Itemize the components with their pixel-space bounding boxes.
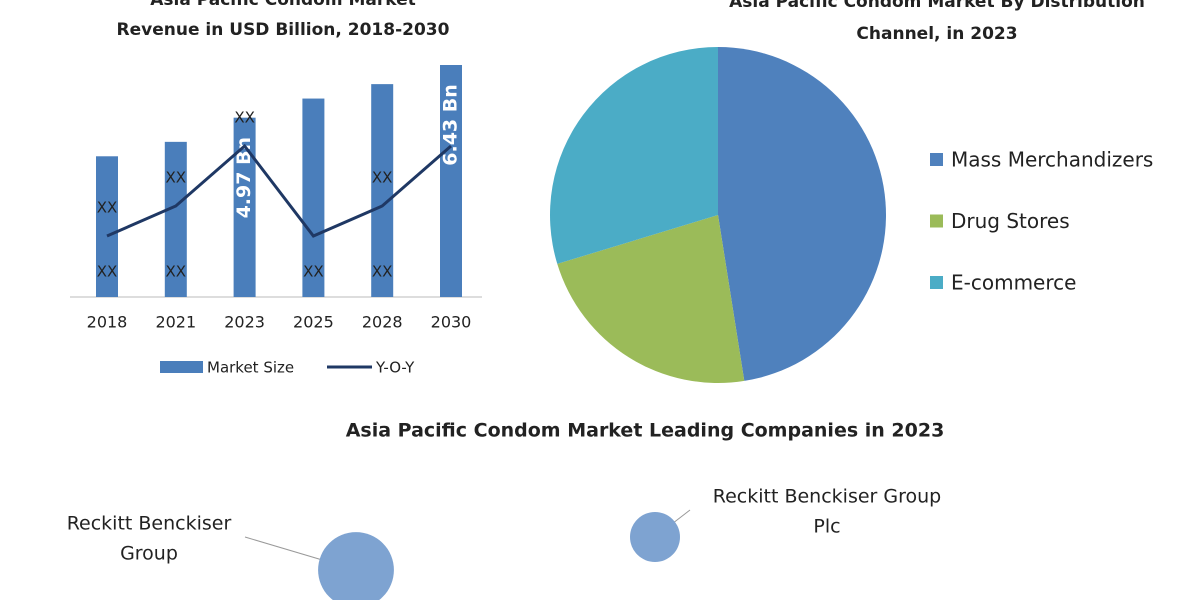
- x-tick-label: 2025: [293, 313, 334, 332]
- legend-label: Mass Merchandizers: [951, 148, 1153, 172]
- line-value-label: XX: [166, 169, 187, 187]
- bar: [302, 98, 325, 297]
- x-tick-label: 2021: [155, 313, 196, 332]
- line-value-label: XX: [97, 199, 118, 217]
- legend-label: Y-O-Y: [375, 359, 415, 377]
- x-tick-label: 2030: [431, 313, 472, 332]
- legend-label: E-commerce: [951, 271, 1076, 295]
- legend-label: Market Size: [207, 359, 294, 377]
- legend-label: Drug Stores: [951, 209, 1070, 233]
- line: [106, 143, 452, 238]
- bar: [371, 84, 394, 297]
- x-tick-label: 2028: [362, 313, 403, 332]
- bubble-label: Plc: [813, 516, 840, 538]
- bar: [233, 117, 256, 297]
- bar-value-label: 6.43 Bn: [440, 84, 462, 166]
- pie-slice: [557, 215, 745, 383]
- line-value-label: XX: [234, 109, 255, 127]
- bubble-label: Reckitt Benckiser: [67, 513, 232, 535]
- bubble-label: Group: [120, 543, 178, 565]
- legend-swatch: [160, 361, 203, 373]
- bar-value-label: XX: [372, 263, 393, 281]
- pie-title: Channel, in 2023: [856, 24, 1017, 44]
- bubble: [318, 532, 394, 600]
- legend-swatch: [930, 153, 943, 166]
- bar-value-label: XX: [97, 263, 118, 281]
- x-tick-label: 2018: [87, 313, 128, 332]
- bar: [440, 65, 462, 297]
- pie-slice: [718, 47, 887, 381]
- bar: [164, 141, 187, 297]
- bar-value-label: XX: [303, 263, 324, 281]
- pie-slice: [550, 47, 718, 264]
- bar-value-label: 4.97 Bn: [233, 137, 255, 219]
- line-value-label: XX: [372, 169, 393, 187]
- x-tick-label: 2023: [224, 313, 265, 332]
- pie-title: Asia Pacific Condom Market By Distributi…: [729, 0, 1145, 12]
- bar-value-label: XX: [166, 263, 187, 281]
- bubble: [630, 512, 680, 562]
- legend-swatch: [930, 276, 943, 289]
- bar: [96, 156, 118, 297]
- bubble-title: Asia Pacific Condom Market Leading Compa…: [346, 420, 945, 442]
- legend-swatch: [930, 214, 943, 228]
- bar-title: Revenue in USD Billion, 2018-2030: [117, 20, 450, 40]
- bar-title: Asia Pacific Condom Market: [150, 0, 415, 10]
- bubble-label: Reckitt Benckiser Group: [713, 486, 941, 508]
